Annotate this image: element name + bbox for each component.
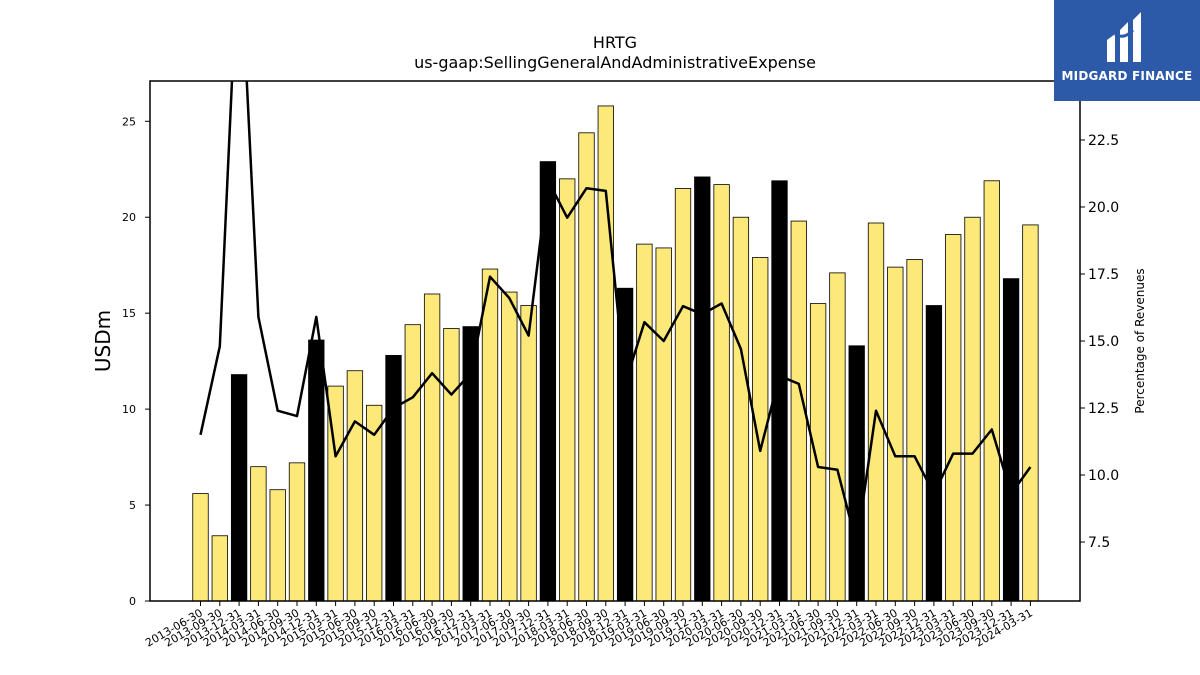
bar [771, 180, 788, 602]
bar [230, 374, 248, 602]
bar [829, 272, 846, 602]
y2-tick-label: 20.0 [1088, 200, 1119, 216]
bar [1002, 278, 1020, 602]
bar [288, 462, 306, 602]
bar [501, 291, 518, 602]
y-tick-label: 10 [122, 403, 136, 416]
bar [694, 176, 711, 602]
axes: 05101520257.510.012.515.017.520.022.5201… [122, 80, 1119, 650]
bar [906, 259, 923, 602]
bar [578, 132, 595, 602]
bar [636, 243, 653, 602]
line-series [199, 81, 1032, 546]
y2-tick-label: 17.5 [1088, 267, 1119, 283]
bar [481, 268, 499, 602]
y2-tick-label: 10.0 [1088, 468, 1119, 484]
y2-tick-label: 7.5 [1088, 535, 1110, 551]
series-line [199, 81, 1032, 546]
y-tick-label: 25 [122, 115, 136, 128]
bar [423, 293, 441, 602]
bar [848, 345, 865, 602]
bar [887, 266, 904, 602]
bar [346, 370, 364, 602]
bar [1022, 224, 1039, 602]
bar [211, 535, 228, 602]
bar [192, 493, 209, 602]
bar [925, 305, 943, 602]
bar [443, 328, 460, 602]
y2-tick-label: 15.0 [1088, 334, 1119, 350]
bar-series [192, 105, 1039, 602]
bar [597, 105, 614, 602]
chart-subtitle: us-gaap:SellingGeneralAndAdministrativeE… [414, 53, 816, 72]
logo-text: MIDGARD FINANCE [1061, 69, 1193, 83]
bar [559, 178, 576, 602]
bar [713, 184, 730, 602]
bar [269, 489, 286, 602]
bar [520, 305, 537, 602]
y-tick-label: 0 [129, 595, 136, 608]
y-tick-label: 20 [122, 211, 136, 224]
y2-tick-label: 22.5 [1088, 133, 1119, 149]
bar [945, 234, 962, 602]
y-tick-label: 15 [122, 307, 136, 320]
chart-title: HRTG [593, 33, 637, 52]
bar [385, 354, 402, 602]
y-tick-label: 5 [129, 499, 136, 512]
bar [809, 303, 827, 602]
bar [308, 339, 325, 602]
bar [404, 324, 421, 602]
bar [983, 180, 1000, 602]
y2-axis-label: Percentage of Revenues [1133, 268, 1147, 413]
y-axis-label: USDm [91, 310, 115, 372]
y2-tick-label: 12.5 [1088, 401, 1119, 417]
bar [732, 216, 750, 602]
logo-mark-icon [1107, 12, 1141, 62]
midgard-finance-logo: MIDGARD FINANCE [1054, 0, 1200, 101]
bar [964, 216, 981, 602]
bar [655, 247, 672, 602]
bar [674, 188, 692, 602]
bar [250, 466, 267, 602]
